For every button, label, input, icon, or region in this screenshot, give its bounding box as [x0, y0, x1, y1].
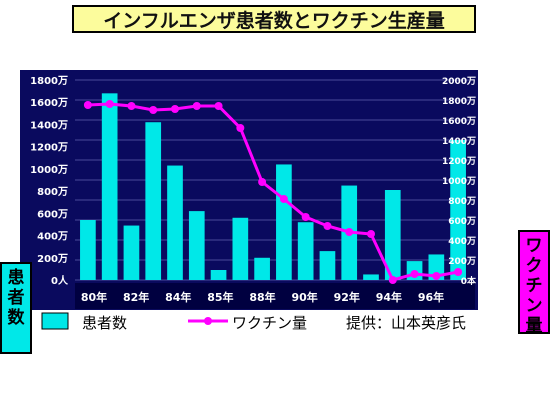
- x-tick-label: 82年: [123, 290, 149, 304]
- left-tick-label: 1400万: [30, 119, 68, 131]
- patients-bar: [450, 140, 466, 280]
- patients-bar: [254, 257, 270, 280]
- patients-bar: [319, 251, 336, 280]
- patients-bar: [101, 93, 118, 280]
- right-tick-label: 1600万: [442, 116, 476, 127]
- left-tick-label: 600万: [37, 208, 68, 220]
- grid-lines: [75, 79, 469, 281]
- legend-patients-swatch: [41, 312, 69, 330]
- patients-bar: [80, 220, 96, 280]
- legend-vaccine-label: ワクチン量: [232, 314, 308, 332]
- left-tick-label: 1800万: [30, 75, 68, 87]
- left-tick-label: 800万: [37, 186, 68, 198]
- vaccine-point: [367, 230, 375, 238]
- vaccine-point: [171, 105, 179, 113]
- vaccine-point: [345, 228, 354, 236]
- right-tick-label: 200万: [448, 256, 476, 267]
- patients-bar: [384, 190, 401, 280]
- vaccine-point: [432, 272, 441, 280]
- vaccine-point: [83, 101, 92, 109]
- right-tick-label: 800万: [448, 196, 476, 207]
- patients-bar: [276, 164, 292, 280]
- legend-vaccine-swatch: [188, 317, 228, 325]
- right-tick-label: 1200万: [442, 156, 476, 167]
- x-tick-label: 92年: [334, 290, 360, 304]
- x-tick-label: 94年: [376, 290, 402, 304]
- patients-bar: [123, 225, 140, 280]
- vaccine-point: [214, 102, 223, 110]
- vaccine-point: [236, 124, 245, 132]
- right-tick-label: 600万: [448, 216, 476, 227]
- patients-bar: [297, 222, 314, 280]
- x-axis-band: [75, 283, 475, 309]
- left-tick-label: 400万: [37, 231, 68, 243]
- right-tick-label: 1400万: [442, 136, 476, 147]
- x-tick-label: 84年: [165, 290, 191, 304]
- legend-source: 提供：山本英彦氏: [346, 314, 467, 332]
- patients-bars: [80, 93, 466, 280]
- vaccine-point: [105, 100, 114, 108]
- left-tick-label: 1200万: [30, 142, 68, 154]
- patients-bar: [428, 254, 445, 280]
- patients-bar: [145, 122, 162, 280]
- left-axis-ticks: 1800万 1600万 1400万 1200万 1000万 800万 600万 400万 200…: [30, 75, 69, 287]
- x-tick-label: 96年: [418, 290, 444, 304]
- vaccine-point: [301, 213, 310, 221]
- right-tick-label: 1800万: [442, 96, 476, 107]
- x-tick-label: 88年: [249, 290, 275, 304]
- left-tick-label: 200万: [37, 253, 68, 265]
- right-tick-label: 0本: [461, 275, 477, 287]
- left-tick-label: 1600万: [30, 97, 68, 109]
- vaccine-point: [279, 195, 288, 203]
- vaccine-point: [258, 178, 267, 186]
- right-tick-label: 400万: [448, 236, 476, 247]
- x-tick-label: 80年: [81, 290, 107, 304]
- plot-area: [20, 70, 478, 310]
- vaccine-point: [323, 222, 332, 230]
- patients-bar: [167, 165, 183, 280]
- right-tick-label: 1000万: [442, 176, 476, 187]
- vaccine-point: [454, 268, 463, 276]
- chart-title: インフルエンザ患者数とワクチン生産量: [72, 5, 476, 33]
- legend-patients-label: 患者数: [82, 314, 128, 332]
- x-axis-ticks: 80年 82年 84年 85年 88年 90年 92年 94年 96年: [81, 290, 444, 304]
- patients-bar: [188, 211, 205, 280]
- vaccine-line-layer: [83, 100, 463, 284]
- patients-bar: [210, 270, 227, 280]
- right-tick-label: 2000万: [442, 76, 476, 87]
- right-axis-title: ワクチン量: [518, 230, 550, 336]
- left-tick-label: 0人: [51, 274, 69, 287]
- x-tick-label: 90年: [291, 290, 317, 304]
- vaccine-point: [388, 276, 397, 284]
- patients-bar: [232, 217, 249, 280]
- left-tick-label: 1000万: [30, 164, 68, 176]
- vaccine-point: [410, 270, 419, 278]
- left-axis-title: 患者数: [0, 262, 32, 354]
- vaccine-point: [127, 102, 136, 110]
- vaccine-point: [149, 106, 158, 114]
- x-tick-label: 85年: [207, 290, 233, 304]
- vaccine-point: [192, 102, 201, 110]
- patients-bar: [363, 274, 379, 280]
- right-axis-ticks: 2000万 1800万 1600万 1400万 1200万 1000万 800万 600万 40…: [442, 76, 477, 287]
